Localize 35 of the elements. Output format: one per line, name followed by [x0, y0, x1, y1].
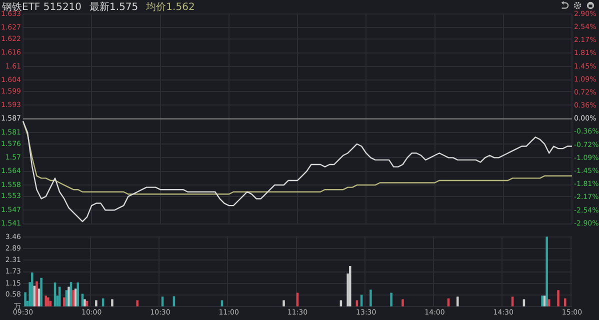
bar [522, 299, 526, 306]
bar [402, 299, 404, 306]
bar [36, 281, 38, 306]
bar [24, 292, 26, 306]
bar [111, 299, 114, 306]
bar [95, 300, 98, 306]
bar [340, 300, 342, 306]
bar [456, 296, 459, 306]
bar [543, 296, 546, 306]
bar [44, 296, 48, 306]
bar [172, 296, 176, 306]
bar [370, 290, 372, 306]
bar [511, 296, 514, 306]
chart-title: 钢铁ETF 515210 [2, 1, 82, 13]
bar [390, 292, 392, 306]
bar [65, 290, 68, 306]
bar [548, 299, 550, 306]
bar [282, 300, 285, 306]
text: 均价1.562 [146, 1, 195, 13]
bar [356, 300, 358, 306]
bar [47, 297, 50, 306]
bar [546, 236, 548, 306]
bar [31, 272, 34, 306]
bar [564, 298, 566, 306]
bar [40, 278, 42, 306]
bar [557, 290, 560, 306]
bar [136, 300, 139, 306]
bar [220, 300, 224, 306]
bar [84, 299, 86, 306]
bar [72, 290, 74, 306]
bar [161, 296, 164, 306]
text: 最新1.575 [90, 0, 138, 13]
bar [541, 296, 544, 306]
bar [63, 297, 66, 306]
bar [68, 286, 70, 306]
